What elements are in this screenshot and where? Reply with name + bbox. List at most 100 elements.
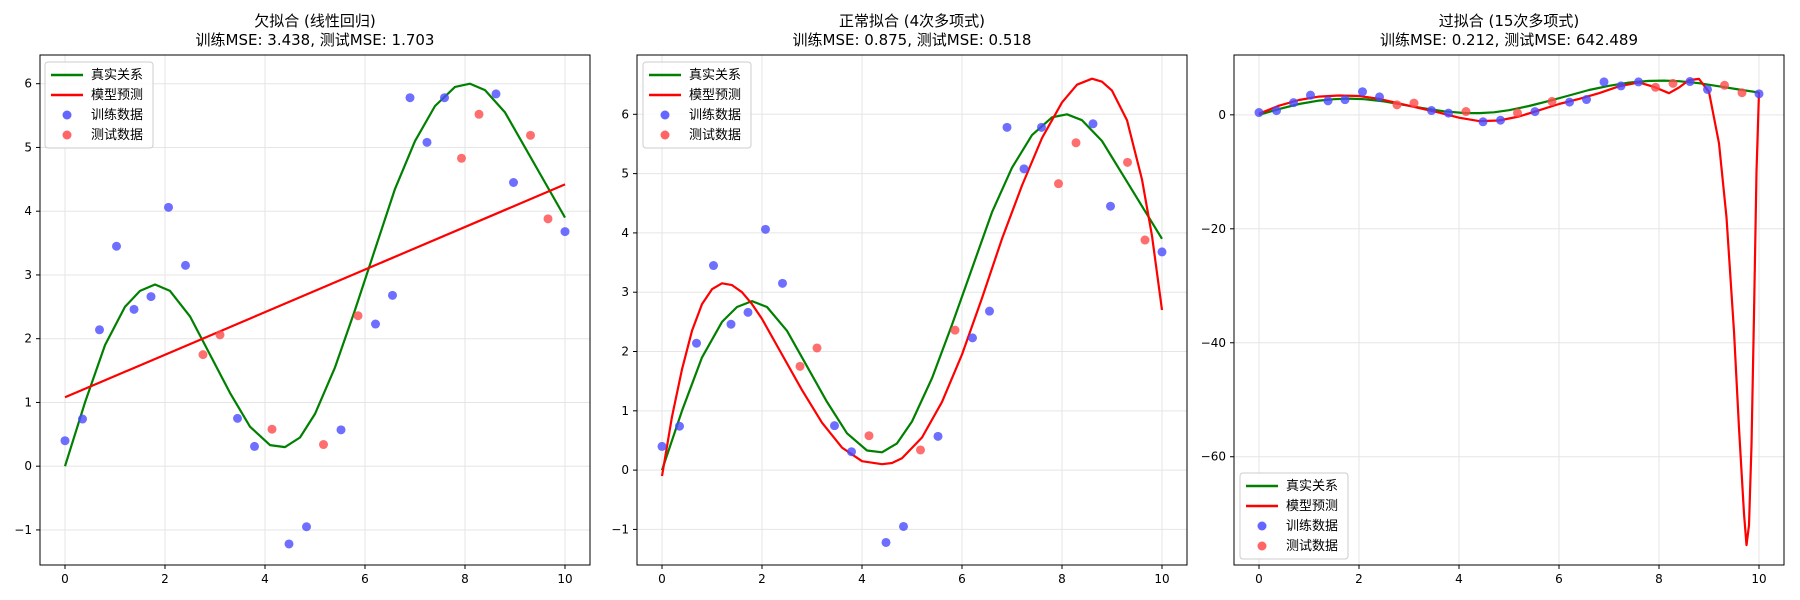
train-point [78,414,87,424]
train-point [1289,98,1298,108]
x-tick-label: 0 [1255,572,1263,586]
series-layer [1254,77,1764,547]
train-point [1272,106,1281,116]
legend: 真实关系 模型预测 训练数据 测试数据 [44,61,154,149]
x-tick-label: 10 [1751,572,1766,586]
y-tick-label: −20 [1201,222,1226,236]
x-tick-label: 6 [361,572,369,586]
train-point [778,278,787,288]
train-point [1530,107,1540,117]
subplot-underfit: 欠拟合 (线性回归) 训练MSE: 3.438, 测试MSE: 1.703 0 2… [14,12,591,586]
legend-label-pred: 模型预测 [1286,499,1338,514]
train-point [95,325,104,335]
legend-swatch-test [1257,541,1267,551]
y-tick-label: 0 [1218,108,1226,122]
train-point [440,93,449,103]
legend-label-true: 真实关系 [91,68,143,83]
test-point [1461,107,1471,117]
train-point [985,306,994,316]
train-point [371,319,380,329]
y-tick-label: 1 [24,395,32,409]
subplot-overfit: 过拟合 (15次多项式) 训练MSE: 0.212, 测试MSE: 642.48… [1201,12,1785,586]
test-point [950,325,960,335]
y-tick-label: 5 [24,140,32,154]
test-point [812,343,822,353]
axis-ticks: 0 2 4 6 8 10 −1 0 1 2 3 4 5 6 [14,77,572,586]
legend: 真实关系 模型预测 训练数据 测试数据 [642,61,752,149]
true-relationship-line [660,113,1163,471]
test-point [319,440,328,450]
train-point [233,413,242,423]
train-point [933,431,943,441]
subplot-title: 过拟合 (15次多项式) [1439,12,1580,30]
y-tick-label: 2 [621,345,629,359]
series-layer [657,77,1167,547]
train-point [899,521,908,531]
legend-swatch-train [660,110,670,120]
train-point [1375,92,1384,102]
y-tick-label: 6 [24,77,32,91]
legend-swatch-train [62,110,72,120]
train-point [1616,81,1626,91]
x-tick-label: 6 [1555,572,1563,586]
train-point [1358,87,1367,97]
test-point [1409,98,1419,108]
model-prediction-line [660,77,1164,477]
y-tick-label: 6 [621,107,629,121]
train-point [709,261,718,271]
train-point [422,137,432,147]
test-point [795,361,805,371]
x-tick-label: 4 [1455,572,1463,586]
plot-area: 0 2 4 6 8 10 −60 −40 −20 0 [1201,54,1785,586]
train-point [1088,119,1098,129]
train-point [847,447,856,457]
y-tick-label: 0 [621,463,629,477]
test-point [1392,100,1402,110]
train-point [388,290,397,300]
test-point [215,330,225,340]
test-point [474,109,484,119]
train-point [1254,108,1264,118]
train-point [1703,84,1712,94]
legend-swatch-test [660,130,670,140]
train-point [129,304,139,314]
x-tick-label: 8 [1655,572,1663,586]
train-point [509,178,518,187]
train-point [1002,122,1012,132]
legend-label-train: 训练数据 [689,108,741,123]
train-point [112,241,121,251]
train-point [1478,117,1488,127]
test-point [916,445,925,455]
x-tick-label: 8 [1058,572,1066,586]
test-point [1720,80,1729,90]
test-point [1123,157,1132,167]
subplot-title: 正常拟合 (4次多项式) [839,12,985,30]
test-point [1547,96,1557,106]
train-point [284,539,294,549]
grid-lines [1234,55,1784,565]
train-point [560,227,570,237]
x-tick-label: 10 [557,572,572,586]
legend-swatch-test [62,130,72,140]
model-prediction-line [64,183,566,399]
train-point [1106,201,1115,211]
train-point [968,333,977,343]
x-tick-label: 4 [261,572,269,586]
train-point [1323,96,1333,106]
x-tick-label: 10 [1154,572,1169,586]
y-tick-label: −1 [611,522,629,536]
true-relationship-line [63,82,566,467]
train-point [1019,164,1029,174]
y-tick-label: −40 [1201,336,1226,350]
train-point [1340,95,1350,105]
subplot-title: 欠拟合 (线性回归) [254,12,375,30]
legend-label-test: 测试数据 [1286,539,1338,554]
legend-label-train: 训练数据 [1286,519,1338,534]
series-layer [60,82,570,549]
test-point [1140,235,1150,245]
test-point [353,311,363,321]
legend-label-pred: 模型预测 [91,88,143,103]
axis-ticks: 0 2 4 6 8 10 −60 −40 −20 0 [1201,108,1767,586]
train-point [657,441,667,451]
legend-label-test: 测试数据 [689,128,741,143]
